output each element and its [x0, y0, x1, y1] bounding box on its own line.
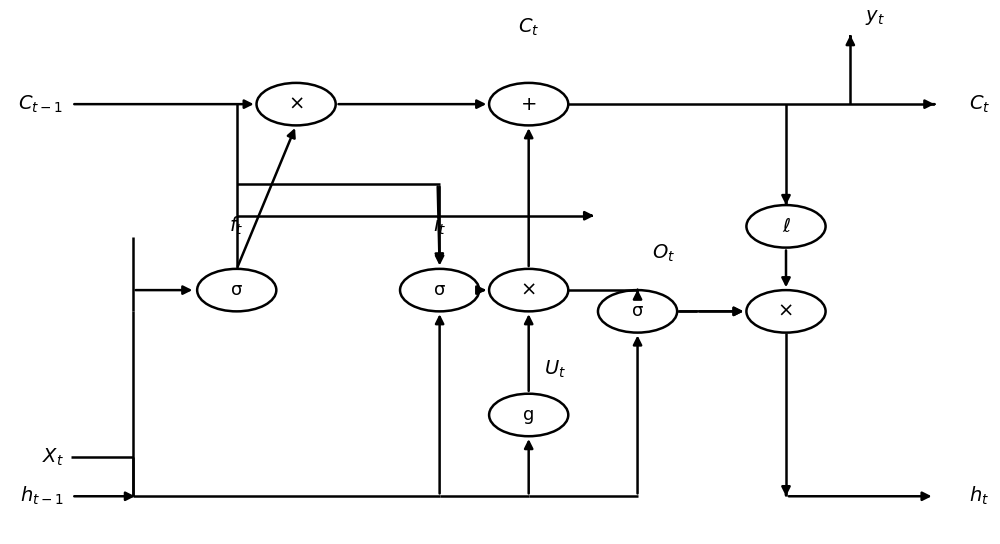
Text: $O_t$: $O_t$	[652, 242, 676, 263]
Text: ×: ×	[288, 95, 304, 114]
Text: $h_{t-1}$: $h_{t-1}$	[20, 485, 64, 508]
Text: σ: σ	[434, 281, 445, 299]
Text: ×: ×	[778, 302, 794, 321]
Text: $i_t$: $i_t$	[433, 215, 446, 237]
Text: $C_{t-1}$: $C_{t-1}$	[18, 94, 64, 115]
Text: ℓ: ℓ	[782, 217, 790, 236]
Text: σ: σ	[632, 302, 643, 320]
Text: $C_t$: $C_t$	[518, 16, 539, 38]
Text: $U_t$: $U_t$	[544, 359, 566, 380]
Text: g: g	[523, 406, 534, 424]
Text: σ: σ	[231, 281, 242, 299]
Text: $f_t$: $f_t$	[229, 215, 244, 237]
Text: $y_t$: $y_t$	[865, 8, 885, 27]
Text: $C_t$: $C_t$	[969, 94, 990, 115]
Text: $h_t$: $h_t$	[969, 485, 989, 508]
Text: $X_t$: $X_t$	[42, 447, 64, 468]
Text: +: +	[520, 95, 537, 114]
Text: ×: ×	[520, 281, 537, 300]
